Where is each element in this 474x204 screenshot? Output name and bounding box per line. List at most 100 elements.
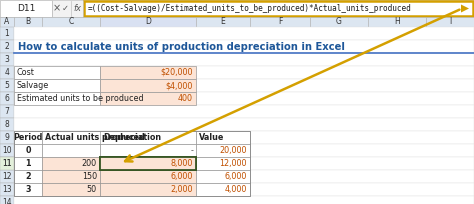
Bar [42, 170, 100, 183]
Bar [42, 157, 100, 170]
Text: 200: 200 [82, 159, 97, 168]
Text: 0: 0 [25, 146, 31, 155]
Text: 3: 3 [5, 55, 9, 64]
Bar [14, 170, 474, 183]
Bar [14, 53, 474, 66]
Text: 10: 10 [2, 146, 12, 155]
Bar [0, 170, 14, 183]
Text: 150: 150 [82, 172, 97, 181]
Text: 6,000: 6,000 [225, 172, 247, 181]
Bar [14, 40, 474, 53]
Text: $20,000: $20,000 [161, 68, 193, 77]
Text: 13: 13 [2, 185, 12, 194]
Bar [0, 27, 14, 40]
Bar [0, 92, 14, 105]
Text: D11: D11 [17, 4, 35, 13]
Bar [100, 17, 196, 27]
Bar [14, 66, 100, 79]
Text: 6: 6 [5, 94, 9, 103]
Text: 9: 9 [5, 133, 9, 142]
Text: 1: 1 [5, 29, 9, 38]
Text: 12,000: 12,000 [219, 159, 247, 168]
Text: ×: × [53, 3, 61, 13]
Bar [14, 105, 474, 118]
Bar [100, 170, 196, 183]
Bar [14, 157, 42, 170]
Bar [0, 40, 14, 53]
Text: 4: 4 [5, 68, 9, 77]
Bar [14, 27, 474, 40]
Bar [100, 157, 196, 170]
Text: H: H [394, 18, 400, 27]
Bar [100, 79, 196, 92]
Bar [14, 131, 474, 144]
Text: Period: Period [13, 133, 43, 142]
Bar [0, 17, 14, 27]
Text: Cost: Cost [17, 68, 35, 77]
Bar [84, 1, 473, 16]
Bar [0, 105, 14, 118]
Text: 14: 14 [2, 198, 12, 204]
Polygon shape [461, 4, 469, 12]
Text: 11: 11 [2, 159, 12, 168]
Bar [100, 144, 196, 157]
Bar [100, 92, 196, 105]
Text: B: B [26, 18, 30, 27]
Bar [14, 144, 42, 157]
Text: G: G [336, 18, 342, 27]
Bar [0, 79, 14, 92]
Text: 4,000: 4,000 [225, 185, 247, 194]
Text: Estimated units to be produced: Estimated units to be produced [17, 94, 144, 103]
Bar [14, 131, 42, 144]
Text: How to calculate units of production depreciation in Excel: How to calculate units of production dep… [18, 41, 345, 51]
Bar [100, 183, 196, 196]
Bar [0, 157, 14, 170]
Text: Actual units produced: Actual units produced [45, 133, 145, 142]
Text: -: - [190, 146, 193, 155]
Bar [100, 131, 196, 144]
Bar [14, 157, 474, 170]
Text: 3: 3 [25, 185, 31, 194]
Text: 2: 2 [5, 42, 9, 51]
Bar [14, 79, 474, 92]
Text: 8: 8 [5, 120, 9, 129]
Bar [196, 157, 250, 170]
Text: 7: 7 [5, 107, 9, 116]
Text: fx: fx [73, 4, 81, 13]
Text: Salvage: Salvage [17, 81, 49, 90]
Text: A: A [4, 18, 9, 27]
Bar [42, 131, 158, 144]
Bar [368, 17, 426, 27]
Text: 400: 400 [178, 94, 193, 103]
Text: Depreciation: Depreciation [103, 133, 161, 142]
Bar [310, 17, 368, 27]
Bar [0, 118, 14, 131]
Bar [196, 131, 250, 144]
Text: 50: 50 [87, 185, 97, 194]
Text: ✓: ✓ [62, 4, 69, 13]
Bar [14, 92, 474, 105]
Bar [14, 92, 100, 105]
Bar [0, 183, 14, 196]
Bar [250, 17, 310, 27]
Bar [42, 183, 100, 196]
Bar [14, 118, 474, 131]
Bar [426, 17, 474, 27]
Bar [14, 183, 42, 196]
Bar [0, 196, 14, 204]
Bar [0, 66, 14, 79]
Text: C: C [68, 18, 73, 27]
Text: $4,000: $4,000 [165, 81, 193, 90]
Text: F: F [278, 18, 282, 27]
Text: 6,000: 6,000 [171, 172, 193, 181]
Text: Value: Value [199, 133, 224, 142]
Bar [14, 79, 100, 92]
Text: I: I [449, 18, 451, 27]
Bar [0, 0, 52, 17]
Bar [100, 66, 196, 79]
Bar [196, 144, 250, 157]
Bar [14, 144, 474, 157]
Text: 8,000: 8,000 [171, 159, 193, 168]
Bar [14, 17, 42, 27]
Text: 8,000: 8,000 [171, 159, 193, 168]
